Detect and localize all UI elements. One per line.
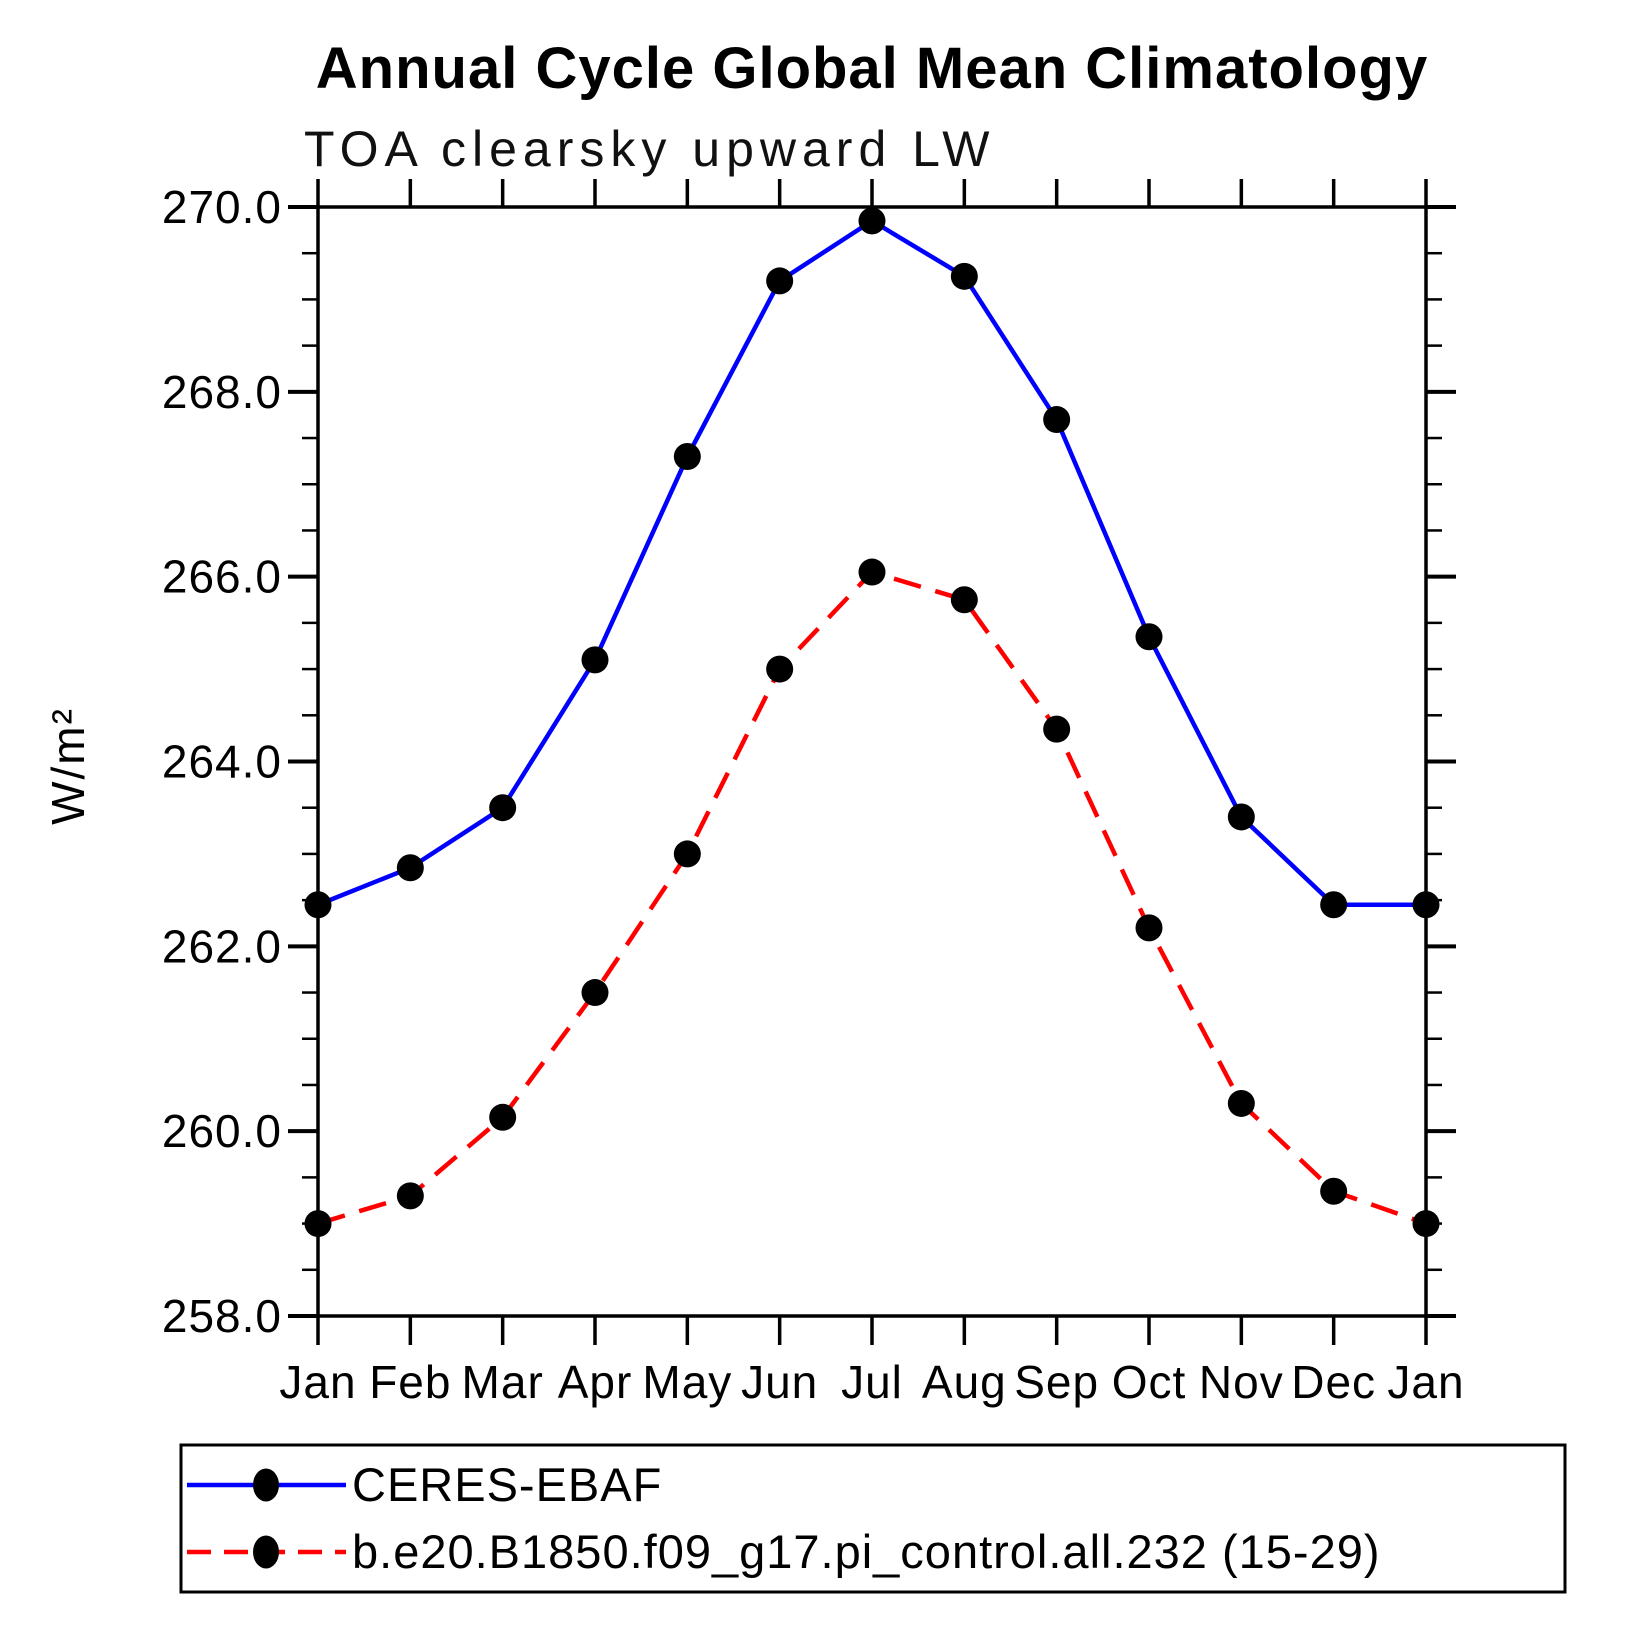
- series-line-1: [317, 569, 1427, 1226]
- chart-title: Annual Cycle Global Mean Climatology: [316, 36, 1428, 101]
- data-point: [673, 443, 701, 471]
- data-point: [1135, 914, 1163, 942]
- data-point: [1412, 1210, 1440, 1238]
- data-point: [950, 586, 978, 614]
- data-series: [304, 207, 1440, 1238]
- data-point: [858, 207, 886, 235]
- y-tick-label: 264.0: [162, 736, 282, 788]
- x-tick-label: Jan: [1387, 1356, 1464, 1408]
- y-tick-label: 266.0: [162, 551, 282, 603]
- data-point: [304, 1210, 332, 1238]
- data-point: [581, 979, 609, 1007]
- x-tick-label: Nov: [1199, 1356, 1284, 1408]
- data-point: [489, 1103, 517, 1131]
- data-point: [950, 262, 978, 290]
- x-tick-label: Mar: [462, 1356, 544, 1408]
- data-point: [396, 854, 424, 882]
- legend-label: CERES-EBAF: [352, 1458, 662, 1511]
- legend-marker: [253, 1468, 279, 1502]
- x-tick-label: May: [642, 1356, 732, 1408]
- data-point: [858, 558, 886, 586]
- data-point: [1043, 715, 1071, 743]
- y-tick-label: 270.0: [162, 181, 282, 233]
- y-tick-label: 258.0: [162, 1290, 282, 1342]
- data-point: [396, 1182, 424, 1210]
- data-point: [581, 646, 609, 674]
- x-tick-label: Jan: [279, 1356, 356, 1408]
- plot-frame: [316, 205, 1428, 1318]
- x-tick-label: Sep: [1014, 1356, 1099, 1408]
- data-point: [1043, 406, 1071, 434]
- legend-marker: [253, 1535, 279, 1569]
- legend-label: b.e20.B1850.f09_g17.pi_control.all.232 (…: [352, 1525, 1381, 1578]
- data-point: [1412, 891, 1440, 919]
- data-point: [304, 891, 332, 919]
- data-point: [1320, 1177, 1348, 1205]
- axis-ticks: [288, 179, 1456, 1345]
- data-point: [1227, 1089, 1255, 1117]
- data-point: [673, 840, 701, 868]
- x-tick-label: Oct: [1112, 1356, 1187, 1408]
- x-tick-label: Apr: [558, 1356, 633, 1408]
- data-point: [766, 655, 794, 683]
- chart-subtitle: TOA clearsky upward LW: [304, 121, 995, 177]
- data-point: [766, 267, 794, 295]
- x-tick-label: Dec: [1291, 1356, 1376, 1408]
- data-point: [1227, 803, 1255, 831]
- y-tick-label: 262.0: [162, 920, 282, 972]
- x-tick-label: Jul: [841, 1356, 903, 1408]
- y-axis-label: W/m²: [42, 707, 94, 825]
- legend-box: [179, 1443, 1567, 1594]
- legend: CERES-EBAF b.e20.B1850.f09_g17.pi_control…: [179, 1443, 1567, 1594]
- y-tick-label: 268.0: [162, 366, 282, 418]
- x-tick-label: Aug: [922, 1356, 1007, 1408]
- x-tick-label: Feb: [369, 1356, 451, 1408]
- data-point: [1320, 891, 1348, 919]
- data-point: [1135, 623, 1163, 651]
- data-point: [489, 794, 517, 822]
- x-tick-label: Jun: [741, 1356, 818, 1408]
- y-tick-label: 260.0: [162, 1105, 282, 1157]
